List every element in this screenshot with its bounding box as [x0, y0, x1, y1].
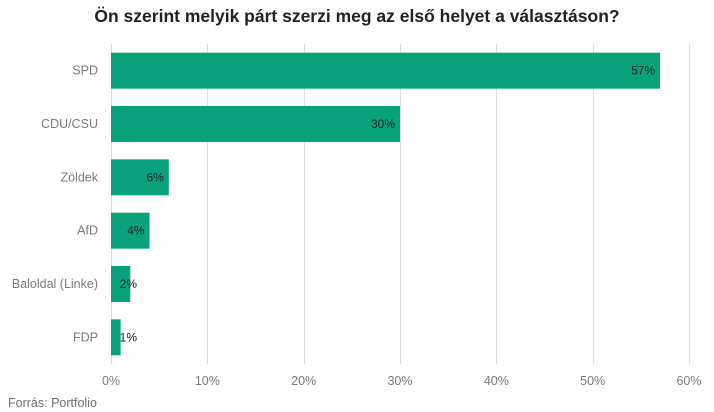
- category-label: FDP: [73, 330, 98, 344]
- bar-value-label: 1%: [120, 330, 138, 344]
- bar-value-label: 6%: [146, 170, 164, 184]
- bar: [111, 106, 400, 142]
- source-note: Forrás: Portfolio: [8, 396, 97, 410]
- source-value: Portfolio: [51, 396, 97, 410]
- category-labels: SPD CDU/CSU Zöldek AfD Baloldal (Linke) FDP: [12, 64, 99, 345]
- bars: [111, 52, 661, 356]
- x-tick-label: 30%: [387, 374, 412, 388]
- x-tick-label: 60%: [676, 374, 701, 388]
- bar-value-label: 2%: [120, 277, 138, 291]
- x-tick-label: 50%: [580, 374, 605, 388]
- bar: [111, 319, 121, 356]
- category-label: Zöldek: [60, 170, 98, 184]
- bar-value-label: 57%: [631, 64, 655, 78]
- bar-value-label: 4%: [127, 224, 145, 238]
- bar-value-label: 30%: [371, 117, 395, 131]
- category-label: Baloldal (Linke): [12, 277, 98, 291]
- x-tick-label: 0%: [102, 374, 120, 388]
- category-label: CDU/CSU: [41, 117, 98, 131]
- grid-lines: [111, 44, 690, 364]
- category-label: AfD: [77, 224, 98, 238]
- category-label: SPD: [72, 64, 98, 78]
- value-labels: 57% 30% 6% 4% 2% 1%: [120, 64, 656, 345]
- chart-title: Ön szerint melyik párt szerzi meg az els…: [94, 6, 620, 26]
- x-tick-label: 10%: [195, 374, 220, 388]
- source-label: Forrás:: [8, 396, 48, 410]
- bar: [111, 212, 150, 249]
- x-axis-tick-labels: 0% 10% 20% 30% 40% 50% 60%: [102, 374, 702, 388]
- bar: [111, 266, 131, 302]
- x-tick-label: 40%: [484, 374, 509, 388]
- bar: [111, 52, 661, 89]
- x-tick-label: 20%: [291, 374, 316, 388]
- bar: [111, 159, 169, 196]
